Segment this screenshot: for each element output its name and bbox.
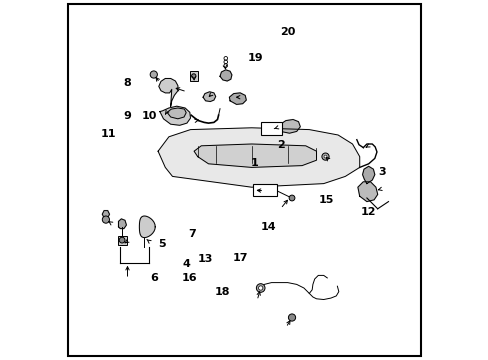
Circle shape [119,237,125,243]
Bar [253,184,276,196]
Polygon shape [158,128,359,187]
Polygon shape [159,78,178,106]
Bar [118,236,126,245]
Text: 1: 1 [250,158,258,168]
Text: 5: 5 [158,239,166,249]
Polygon shape [357,182,377,202]
Circle shape [258,286,263,290]
Polygon shape [167,108,186,119]
Circle shape [288,195,294,201]
Circle shape [288,314,295,321]
Polygon shape [229,93,246,104]
Text: 14: 14 [261,222,276,232]
Text: 4: 4 [183,258,190,269]
Text: 17: 17 [232,253,247,264]
Polygon shape [203,92,215,102]
Bar [260,122,282,135]
Text: 8: 8 [123,78,131,88]
Text: 18: 18 [215,287,230,297]
Text: 6: 6 [149,273,158,283]
Circle shape [102,216,109,223]
Polygon shape [220,70,231,81]
Circle shape [256,284,264,292]
Text: 10: 10 [141,111,157,121]
Text: 15: 15 [318,195,334,205]
Circle shape [150,71,157,78]
Bar [189,71,197,81]
Circle shape [324,155,326,158]
Polygon shape [118,219,126,229]
Polygon shape [102,211,109,218]
Text: 12: 12 [360,207,376,217]
Polygon shape [194,144,316,167]
Circle shape [321,153,328,160]
Text: 20: 20 [280,27,295,37]
Text: 11: 11 [101,129,116,139]
Polygon shape [280,120,300,133]
Text: 13: 13 [198,254,213,264]
Text: 2: 2 [276,140,284,150]
Polygon shape [362,166,374,184]
Text: 16: 16 [182,273,197,283]
Text: 3: 3 [377,167,385,177]
Circle shape [191,74,196,78]
Polygon shape [139,216,155,238]
Polygon shape [160,106,190,125]
Text: 19: 19 [247,53,263,63]
Text: 7: 7 [188,229,196,239]
Text: 9: 9 [123,111,131,121]
